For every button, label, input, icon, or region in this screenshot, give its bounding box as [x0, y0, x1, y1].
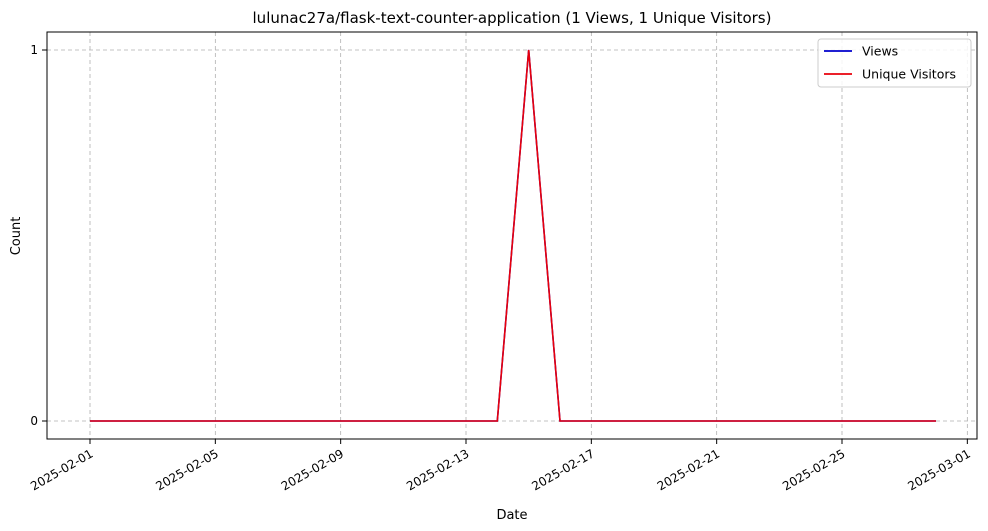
plot-area-frame	[46, 31, 978, 440]
legend: Views Unique Visitors	[817, 38, 972, 88]
x-tick-label: 2025-02-17	[529, 446, 596, 493]
x-tick-label: 2025-02-13	[404, 446, 471, 493]
y-axis-label: Count	[9, 217, 24, 256]
series-layer	[90, 49, 936, 422]
x-axis-ticks: 2025-02-01 2025-02-05 2025-02-09 2025-02-13…	[28, 439, 973, 493]
grid-lines	[47, 32, 977, 439]
x-axis-label: Date	[496, 508, 527, 523]
x-tick-label: 2025-03-01	[905, 446, 972, 493]
y-tick-label: 1	[30, 43, 38, 57]
legend-label: Unique Visitors	[862, 67, 956, 82]
x-tick-label: 2025-02-05	[153, 446, 220, 493]
x-tick-label: 2025-02-21	[655, 446, 722, 493]
y-axis-ticks: 01	[30, 43, 47, 428]
x-tick-label: 2025-02-25	[780, 446, 847, 493]
legend-box	[817, 38, 972, 88]
y-tick-label: 0	[30, 414, 38, 428]
series-line-unique-visitors	[90, 49, 936, 422]
x-tick-label: 2025-02-01	[28, 446, 95, 493]
x-tick-label: 2025-02-09	[279, 446, 346, 493]
legend-label: Views	[862, 44, 898, 59]
chart-title: lulunac27a/flask-text-counter-applicatio…	[253, 9, 772, 27]
